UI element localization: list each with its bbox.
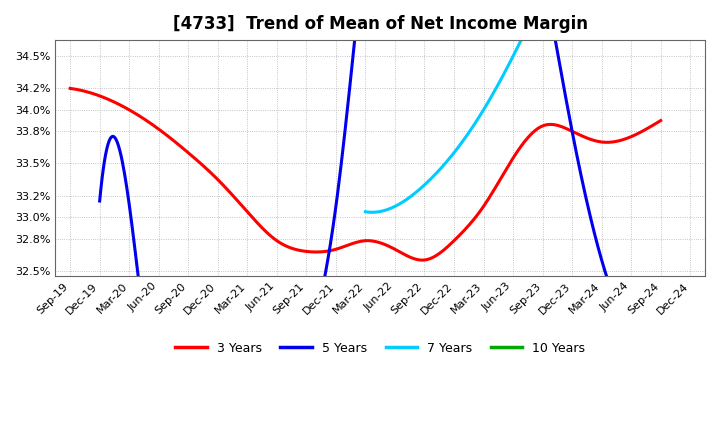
Legend: 3 Years, 5 Years, 7 Years, 10 Years: 3 Years, 5 Years, 7 Years, 10 Years [171,337,590,359]
Title: [4733]  Trend of Mean of Net Income Margin: [4733] Trend of Mean of Net Income Margi… [173,15,588,33]
